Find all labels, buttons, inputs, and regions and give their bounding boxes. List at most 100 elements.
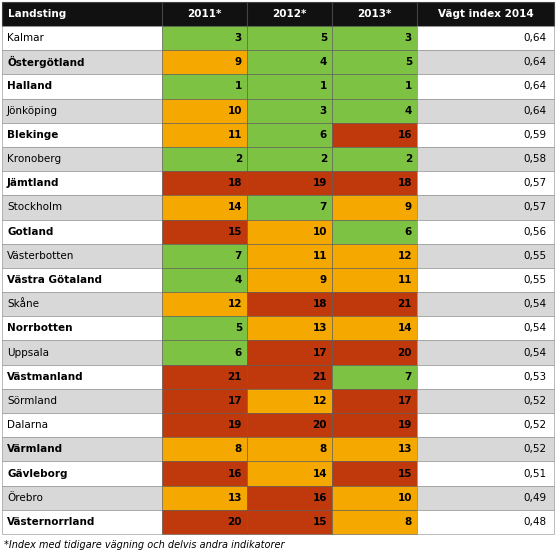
Bar [162,147,247,171]
Text: Blekinge: Blekinge [7,130,58,140]
Bar [247,26,332,50]
Text: *Index med tidigare vägning och delvis andra indikatorer: *Index med tidigare vägning och delvis a… [4,540,285,550]
Text: Jönköping: Jönköping [7,106,58,116]
Text: 19: 19 [398,420,412,430]
Text: 0,64: 0,64 [523,81,546,91]
Text: 2: 2 [235,154,242,164]
Text: 8: 8 [320,444,327,454]
Bar [332,195,417,220]
Bar [332,340,417,365]
Bar [2,316,162,340]
Bar [2,26,162,50]
Text: 0,57: 0,57 [523,178,546,188]
Text: 0,55: 0,55 [523,275,546,285]
Bar [417,50,554,74]
Text: 14: 14 [312,469,327,479]
Bar [162,413,247,437]
Text: 9: 9 [405,202,412,212]
Bar [162,74,247,99]
Bar [332,365,417,389]
Bar [417,147,554,171]
Bar [417,437,554,461]
Text: 7: 7 [235,251,242,261]
Text: 0,54: 0,54 [523,348,546,358]
Text: 0,52: 0,52 [523,396,546,406]
Bar [332,2,417,26]
Text: 17: 17 [227,396,242,406]
Bar [332,74,417,99]
Text: 2013*: 2013* [358,9,391,19]
Bar [2,171,162,195]
Bar [417,461,554,486]
Text: 21: 21 [227,372,242,382]
Bar [162,2,247,26]
Text: 4: 4 [405,106,412,116]
Text: Kronoberg: Kronoberg [7,154,61,164]
Text: 16: 16 [312,493,327,503]
Bar [162,461,247,486]
Bar [162,26,247,50]
Bar [2,486,162,510]
Bar [162,123,247,147]
Text: Stockholm: Stockholm [7,202,62,212]
Bar [332,220,417,244]
Bar [2,268,162,292]
Text: 6: 6 [235,348,242,358]
Text: 6: 6 [405,227,412,237]
Text: Gävleborg: Gävleborg [7,469,67,479]
Bar [247,99,332,123]
Text: Värmland: Värmland [7,444,63,454]
Text: 11: 11 [227,130,242,140]
Text: 18: 18 [312,299,327,309]
Bar [247,268,332,292]
Text: 4: 4 [320,57,327,67]
Text: 3: 3 [235,33,242,43]
Text: 18: 18 [227,178,242,188]
Bar [247,50,332,74]
Text: 16: 16 [227,469,242,479]
Bar [332,486,417,510]
Bar [247,2,332,26]
Text: 6: 6 [320,130,327,140]
Text: Norrbotten: Norrbotten [7,323,72,333]
Bar [417,99,554,123]
Text: Skåne: Skåne [7,299,39,309]
Text: 10: 10 [398,493,412,503]
Text: 0,64: 0,64 [523,33,546,43]
Text: 20: 20 [312,420,327,430]
Bar [2,413,162,437]
Text: 9: 9 [320,275,327,285]
Bar [332,268,417,292]
Bar [162,244,247,268]
Text: 0,64: 0,64 [523,57,546,67]
Bar [332,413,417,437]
Text: 13: 13 [227,493,242,503]
Bar [162,340,247,365]
Text: 7: 7 [320,202,327,212]
Text: 4: 4 [235,275,242,285]
Bar [417,220,554,244]
Bar [162,99,247,123]
Bar [417,486,554,510]
Bar [2,2,162,26]
Bar [332,292,417,316]
Bar [162,486,247,510]
Text: 17: 17 [398,396,412,406]
Bar [2,50,162,74]
Text: 2012*: 2012* [272,9,307,19]
Text: 2: 2 [320,154,327,164]
Bar [247,220,332,244]
Bar [162,510,247,534]
Text: 0,64: 0,64 [523,106,546,116]
Text: Uppsala: Uppsala [7,348,49,358]
Bar [417,316,554,340]
Text: 0,49: 0,49 [523,493,546,503]
Text: 1: 1 [320,81,327,91]
Bar [162,292,247,316]
Text: 13: 13 [312,323,327,333]
Bar [332,510,417,534]
Text: Västmanland: Västmanland [7,372,83,382]
Bar [247,340,332,365]
Bar [2,244,162,268]
Bar [2,74,162,99]
